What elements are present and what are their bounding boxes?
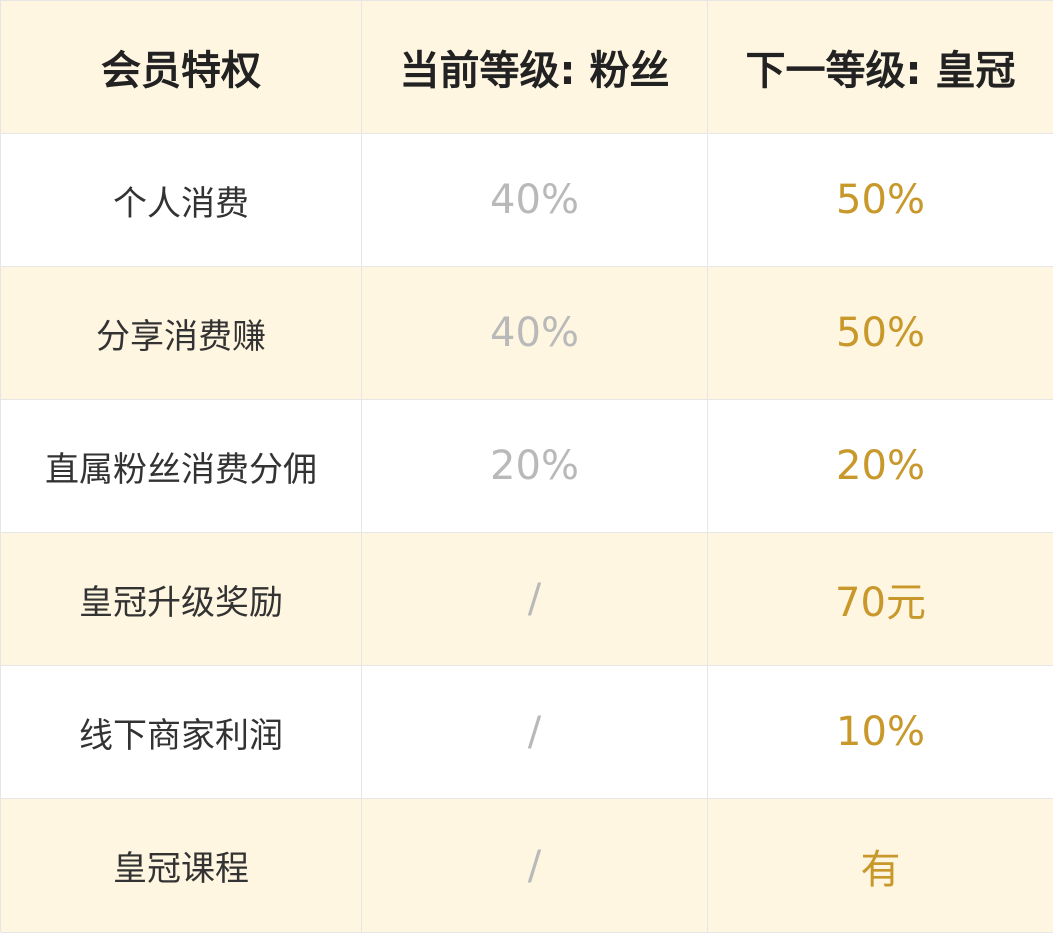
privilege-label: 皇冠升级奖励 [1,533,362,666]
next-value: 20% [708,400,1053,533]
next-value: 50% [708,134,1053,267]
next-value: 50% [708,267,1053,400]
header-privilege: 会员特权 [1,1,362,134]
privilege-label: 线下商家利润 [1,666,362,799]
privilege-label: 皇冠课程 [1,799,362,933]
current-value: / [362,799,708,933]
next-value: 70元 [708,533,1053,666]
header-current-level: 当前等级: 粉丝 [362,1,708,134]
current-value: 20% [362,400,708,533]
privilege-label: 分享消费赚 [1,267,362,400]
current-value: / [362,533,708,666]
next-value: 10% [708,666,1053,799]
current-value: 40% [362,134,708,267]
current-value: 40% [362,267,708,400]
header-next-level: 下一等级: 皇冠 [708,1,1053,134]
current-value: / [362,666,708,799]
privilege-label: 个人消费 [1,134,362,267]
next-value: 有 [708,799,1053,933]
privilege-label: 直属粉丝消费分佣 [1,400,362,533]
